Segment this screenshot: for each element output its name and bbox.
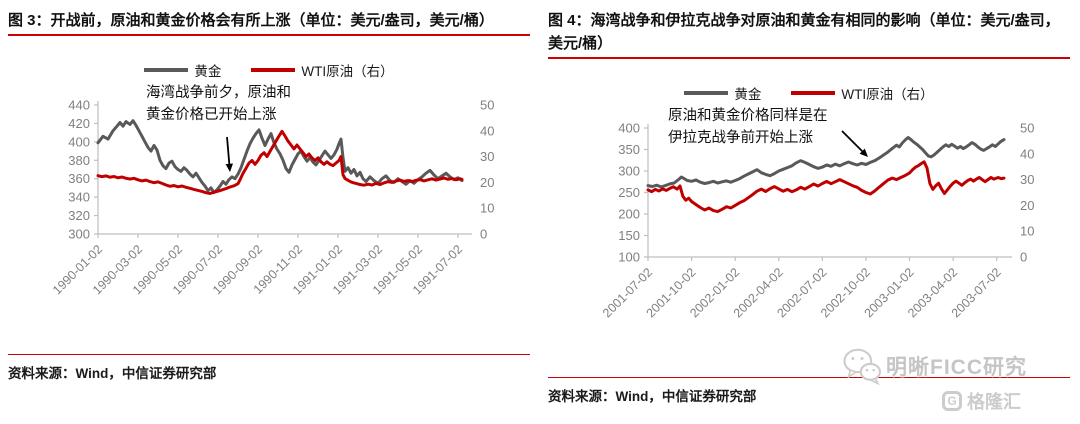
wti-line <box>96 129 464 195</box>
legend-line-swatch <box>791 91 836 95</box>
figure-3-source: 资料来源：Wind，中信证券研究部 <box>8 354 530 382</box>
left-axis-label: 440 <box>68 98 90 113</box>
legend-line-swatch <box>684 91 729 95</box>
left-axis-label: 350 <box>618 142 640 157</box>
left-axis-label: 360 <box>68 171 90 186</box>
left-axis-label: 300 <box>68 227 90 242</box>
legend-item: 黄金 <box>144 60 221 80</box>
gulf-war-chart-canvas: 300320340360380400420440010203040501990-… <box>50 98 494 298</box>
left-axis-label: 250 <box>618 185 640 200</box>
legend-line-swatch <box>251 68 296 72</box>
annotation-line-2: 黄金价格已开始上涨 <box>146 107 277 123</box>
annotation-line-1: 海湾战争前夕，原油和 <box>146 85 291 101</box>
figure-4-title: 图 4：海湾战争和伊拉克战争对原油和黄金有相同的影响（单位：美元/盎司，美元/桶… <box>548 9 1070 59</box>
right-axis-label: 20 <box>480 175 494 190</box>
left-axis-label: 340 <box>68 190 90 205</box>
right-axis-label: 50 <box>1020 121 1034 136</box>
annotation-arrow <box>841 130 865 154</box>
left-axis-label: 100 <box>618 250 640 265</box>
left-axis-label: 320 <box>68 208 90 223</box>
left-axis-label: 380 <box>68 153 90 168</box>
left-axis-label: 400 <box>68 134 90 149</box>
right-axis-label: 30 <box>1020 172 1034 187</box>
iraq-war-chart-canvas: 100150200250300350400010203040502001-07-… <box>600 121 1034 321</box>
gulf-war-annotation: 海湾战争前夕，原油和 黄金价格已开始上涨 <box>146 82 291 126</box>
chart-legend: 黄金 WTI原油（右） <box>8 60 530 80</box>
gold-line <box>646 136 1006 189</box>
left-axis-label: 300 <box>618 164 640 179</box>
legend-item: WTI原油（右） <box>251 60 394 80</box>
figure-4-column: 图 4：海湾战争和伊拉克战争对原油和黄金有相同的影响（单位：美元/盎司，美元/桶… <box>540 0 1080 424</box>
left-axis-label: 200 <box>618 207 640 222</box>
annotation-arrow-head <box>859 148 868 157</box>
figure-3-title: 图 3：开战前，原油和黄金价格会有所上涨（单位：美元/盎司，美元/桶） <box>8 9 530 36</box>
legend-label: 黄金 <box>194 64 222 79</box>
figure-4-source: 资料来源：Wind，中信证券研究部 <box>548 377 1070 405</box>
right-axis-label: 30 <box>480 149 494 164</box>
left-axis-label: 150 <box>618 228 640 243</box>
right-axis-label: 0 <box>480 227 487 242</box>
chart-legend: 黄金 WTI原油（右） <box>548 83 1070 103</box>
right-axis-label: 0 <box>1020 250 1027 265</box>
right-axis-label: 20 <box>1020 198 1034 213</box>
legend-label: WTI原油（右） <box>841 87 934 102</box>
left-axis-label: 420 <box>68 116 90 131</box>
iraq-war-annotation: 原油和黄金价格同样是在 伊拉克战争前开始上涨 <box>668 105 828 149</box>
annotation-arrow <box>226 136 231 167</box>
legend-label: 黄金 <box>734 87 762 102</box>
legend-label: WTI原油（右） <box>301 64 394 79</box>
annotation-line-1: 原油和黄金价格同样是在 <box>668 108 828 124</box>
annotation-line-2: 伊拉克战争前开始上涨 <box>668 130 813 146</box>
right-axis-label: 10 <box>480 201 494 216</box>
right-axis-label: 40 <box>480 123 494 138</box>
gulf-war-chart: 300 320 340 360 380 400 420 440 0 10 20 30 40 50 1990-… <box>8 40 530 316</box>
wti-line <box>646 160 1006 214</box>
right-axis-label: 40 <box>1020 146 1034 161</box>
figure-3-column: 图 3：开战前，原油和黄金价格会有所上涨（单位：美元/盎司，美元/桶） 300 3… <box>8 9 530 382</box>
legend-line-swatch <box>144 68 189 72</box>
annotation-arrow-head <box>225 163 233 172</box>
legend-item: 黄金 <box>684 83 761 103</box>
iraq-war-chart: 100 150 200 250 300 350 400 0 10 20 30 40 50 2001-07-… <box>548 63 1070 339</box>
right-axis-label: 50 <box>480 98 494 113</box>
legend-item: WTI原油（右） <box>791 83 934 103</box>
left-axis-label: 400 <box>618 121 640 136</box>
right-axis-label: 10 <box>1020 224 1034 239</box>
